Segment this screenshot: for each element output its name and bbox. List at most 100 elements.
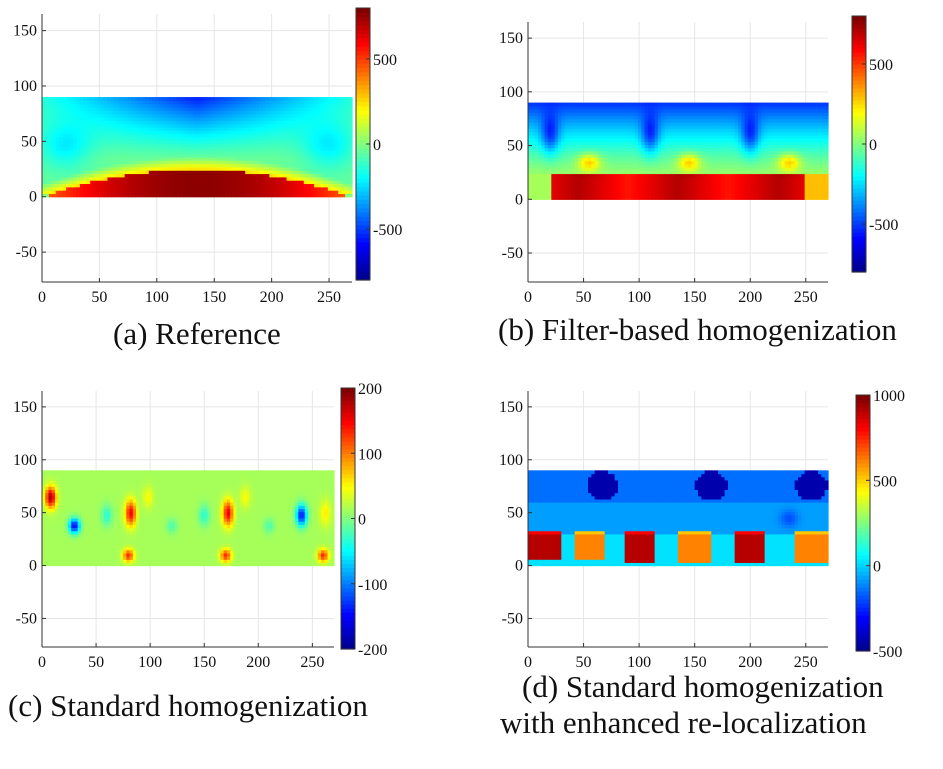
heatmap-cell bbox=[734, 134, 739, 139]
heatmap-cell bbox=[551, 105, 556, 110]
heatmap-cell bbox=[238, 107, 243, 111]
heatmap-cell bbox=[561, 160, 566, 165]
heatmap-cell bbox=[534, 196, 539, 200]
heatmap-cell bbox=[265, 146, 270, 151]
heatmap-cell bbox=[166, 133, 171, 138]
heatmap-cell bbox=[761, 170, 766, 175]
heatmap-cell bbox=[128, 136, 133, 141]
heatmap-cell bbox=[131, 100, 136, 105]
heatmap-cell bbox=[238, 130, 243, 135]
heatmap-cell bbox=[551, 163, 556, 168]
heatmap-cell bbox=[210, 107, 215, 111]
heatmap-cell bbox=[654, 163, 659, 168]
heatmap-cell bbox=[694, 167, 699, 171]
heatmap-cell bbox=[731, 121, 736, 126]
heatmap-cell bbox=[621, 179, 626, 184]
heatmap-cell bbox=[79, 190, 84, 195]
heatmap-cell bbox=[314, 166, 319, 171]
heatmap-cell bbox=[574, 173, 579, 178]
heatmap-cell bbox=[651, 186, 656, 191]
heatmap-cell bbox=[751, 118, 756, 123]
heatmap-cell bbox=[307, 116, 312, 121]
heatmap-cell bbox=[674, 125, 679, 129]
heatmap-cell bbox=[658, 138, 662, 142]
heatmap-cell bbox=[42, 176, 47, 181]
heatmap-cell bbox=[228, 140, 233, 145]
heatmap-cell bbox=[541, 134, 546, 139]
heatmap-cell bbox=[148, 116, 153, 121]
heatmap-cell bbox=[283, 150, 288, 155]
heatmap-cell bbox=[117, 100, 122, 105]
heatmap-cell bbox=[571, 134, 576, 139]
heatmap-cell bbox=[678, 138, 682, 142]
heatmap-cell bbox=[658, 112, 662, 117]
heatmap-cell bbox=[145, 143, 150, 148]
heatmap-cell bbox=[614, 144, 619, 149]
heatmap-cell bbox=[538, 196, 542, 200]
heatmap-cell bbox=[310, 186, 315, 191]
heatmap-cell bbox=[541, 170, 546, 175]
heatmap-cell bbox=[179, 123, 184, 128]
heatmap-cell bbox=[644, 189, 649, 194]
heatmap-cell bbox=[241, 116, 246, 121]
heatmap-cell bbox=[269, 123, 274, 128]
heatmap-cell bbox=[684, 196, 689, 200]
heatmap-cell bbox=[558, 186, 562, 191]
heatmap-cell bbox=[148, 186, 153, 191]
heatmap-cell bbox=[618, 128, 622, 133]
heatmap-cell bbox=[186, 103, 191, 108]
heatmap-cell bbox=[568, 147, 572, 152]
heatmap-cell bbox=[90, 163, 95, 168]
heatmap-cell bbox=[307, 133, 312, 138]
heatmap-cell bbox=[97, 193, 102, 198]
heatmap-cell bbox=[731, 157, 736, 162]
heatmap-cell bbox=[581, 150, 586, 155]
heatmap-cell bbox=[631, 157, 636, 162]
heatmap-cell bbox=[734, 167, 739, 171]
heatmap-cell bbox=[538, 134, 542, 139]
heatmap-cell bbox=[674, 186, 679, 191]
heatmap-cell bbox=[166, 126, 171, 131]
heatmap-cell bbox=[283, 153, 288, 158]
heatmap-cell bbox=[162, 126, 167, 131]
heatmap-cell bbox=[621, 192, 626, 197]
heatmap-cell bbox=[611, 189, 616, 194]
heatmap-cell bbox=[186, 153, 191, 158]
heatmap-cell bbox=[276, 146, 281, 151]
heatmap-cell bbox=[314, 140, 319, 145]
heatmap-cell bbox=[114, 123, 119, 128]
heatmap-cell bbox=[55, 173, 60, 178]
heatmap-cell bbox=[45, 176, 50, 181]
heatmap-cell bbox=[324, 116, 329, 121]
heatmap-cell bbox=[578, 196, 582, 200]
heatmap-cell bbox=[714, 134, 719, 139]
heatmap-cell bbox=[661, 154, 666, 158]
heatmap-cell bbox=[324, 150, 329, 155]
heatmap-cell bbox=[90, 153, 95, 158]
heatmap-cell bbox=[159, 183, 164, 188]
heatmap-cell bbox=[704, 105, 709, 110]
heatmap-cell bbox=[598, 192, 602, 197]
heatmap-cell bbox=[738, 115, 742, 120]
heatmap-cell bbox=[138, 113, 143, 118]
heatmap-cell bbox=[608, 179, 612, 184]
heatmap-cell bbox=[131, 126, 136, 131]
heatmap-cell bbox=[698, 109, 702, 113]
heatmap-cell bbox=[262, 140, 267, 145]
heatmap-cell bbox=[721, 170, 726, 175]
heatmap-cell bbox=[203, 173, 208, 178]
heatmap-cell bbox=[631, 125, 636, 129]
heatmap-cell bbox=[241, 97, 246, 101]
heatmap-cell bbox=[148, 133, 153, 138]
heatmap-cell bbox=[604, 115, 609, 120]
heatmap-cell bbox=[688, 128, 692, 133]
heatmap-cell bbox=[564, 163, 569, 168]
colorbar-step bbox=[356, 186, 370, 192]
heatmap-cell bbox=[541, 141, 546, 146]
heatmap-cell bbox=[193, 156, 198, 161]
heatmap-cell bbox=[694, 170, 699, 175]
heatmap-cell bbox=[141, 150, 146, 155]
heatmap-cell bbox=[631, 115, 636, 120]
heatmap-cell bbox=[241, 193, 246, 198]
heatmap-cell bbox=[107, 143, 112, 148]
